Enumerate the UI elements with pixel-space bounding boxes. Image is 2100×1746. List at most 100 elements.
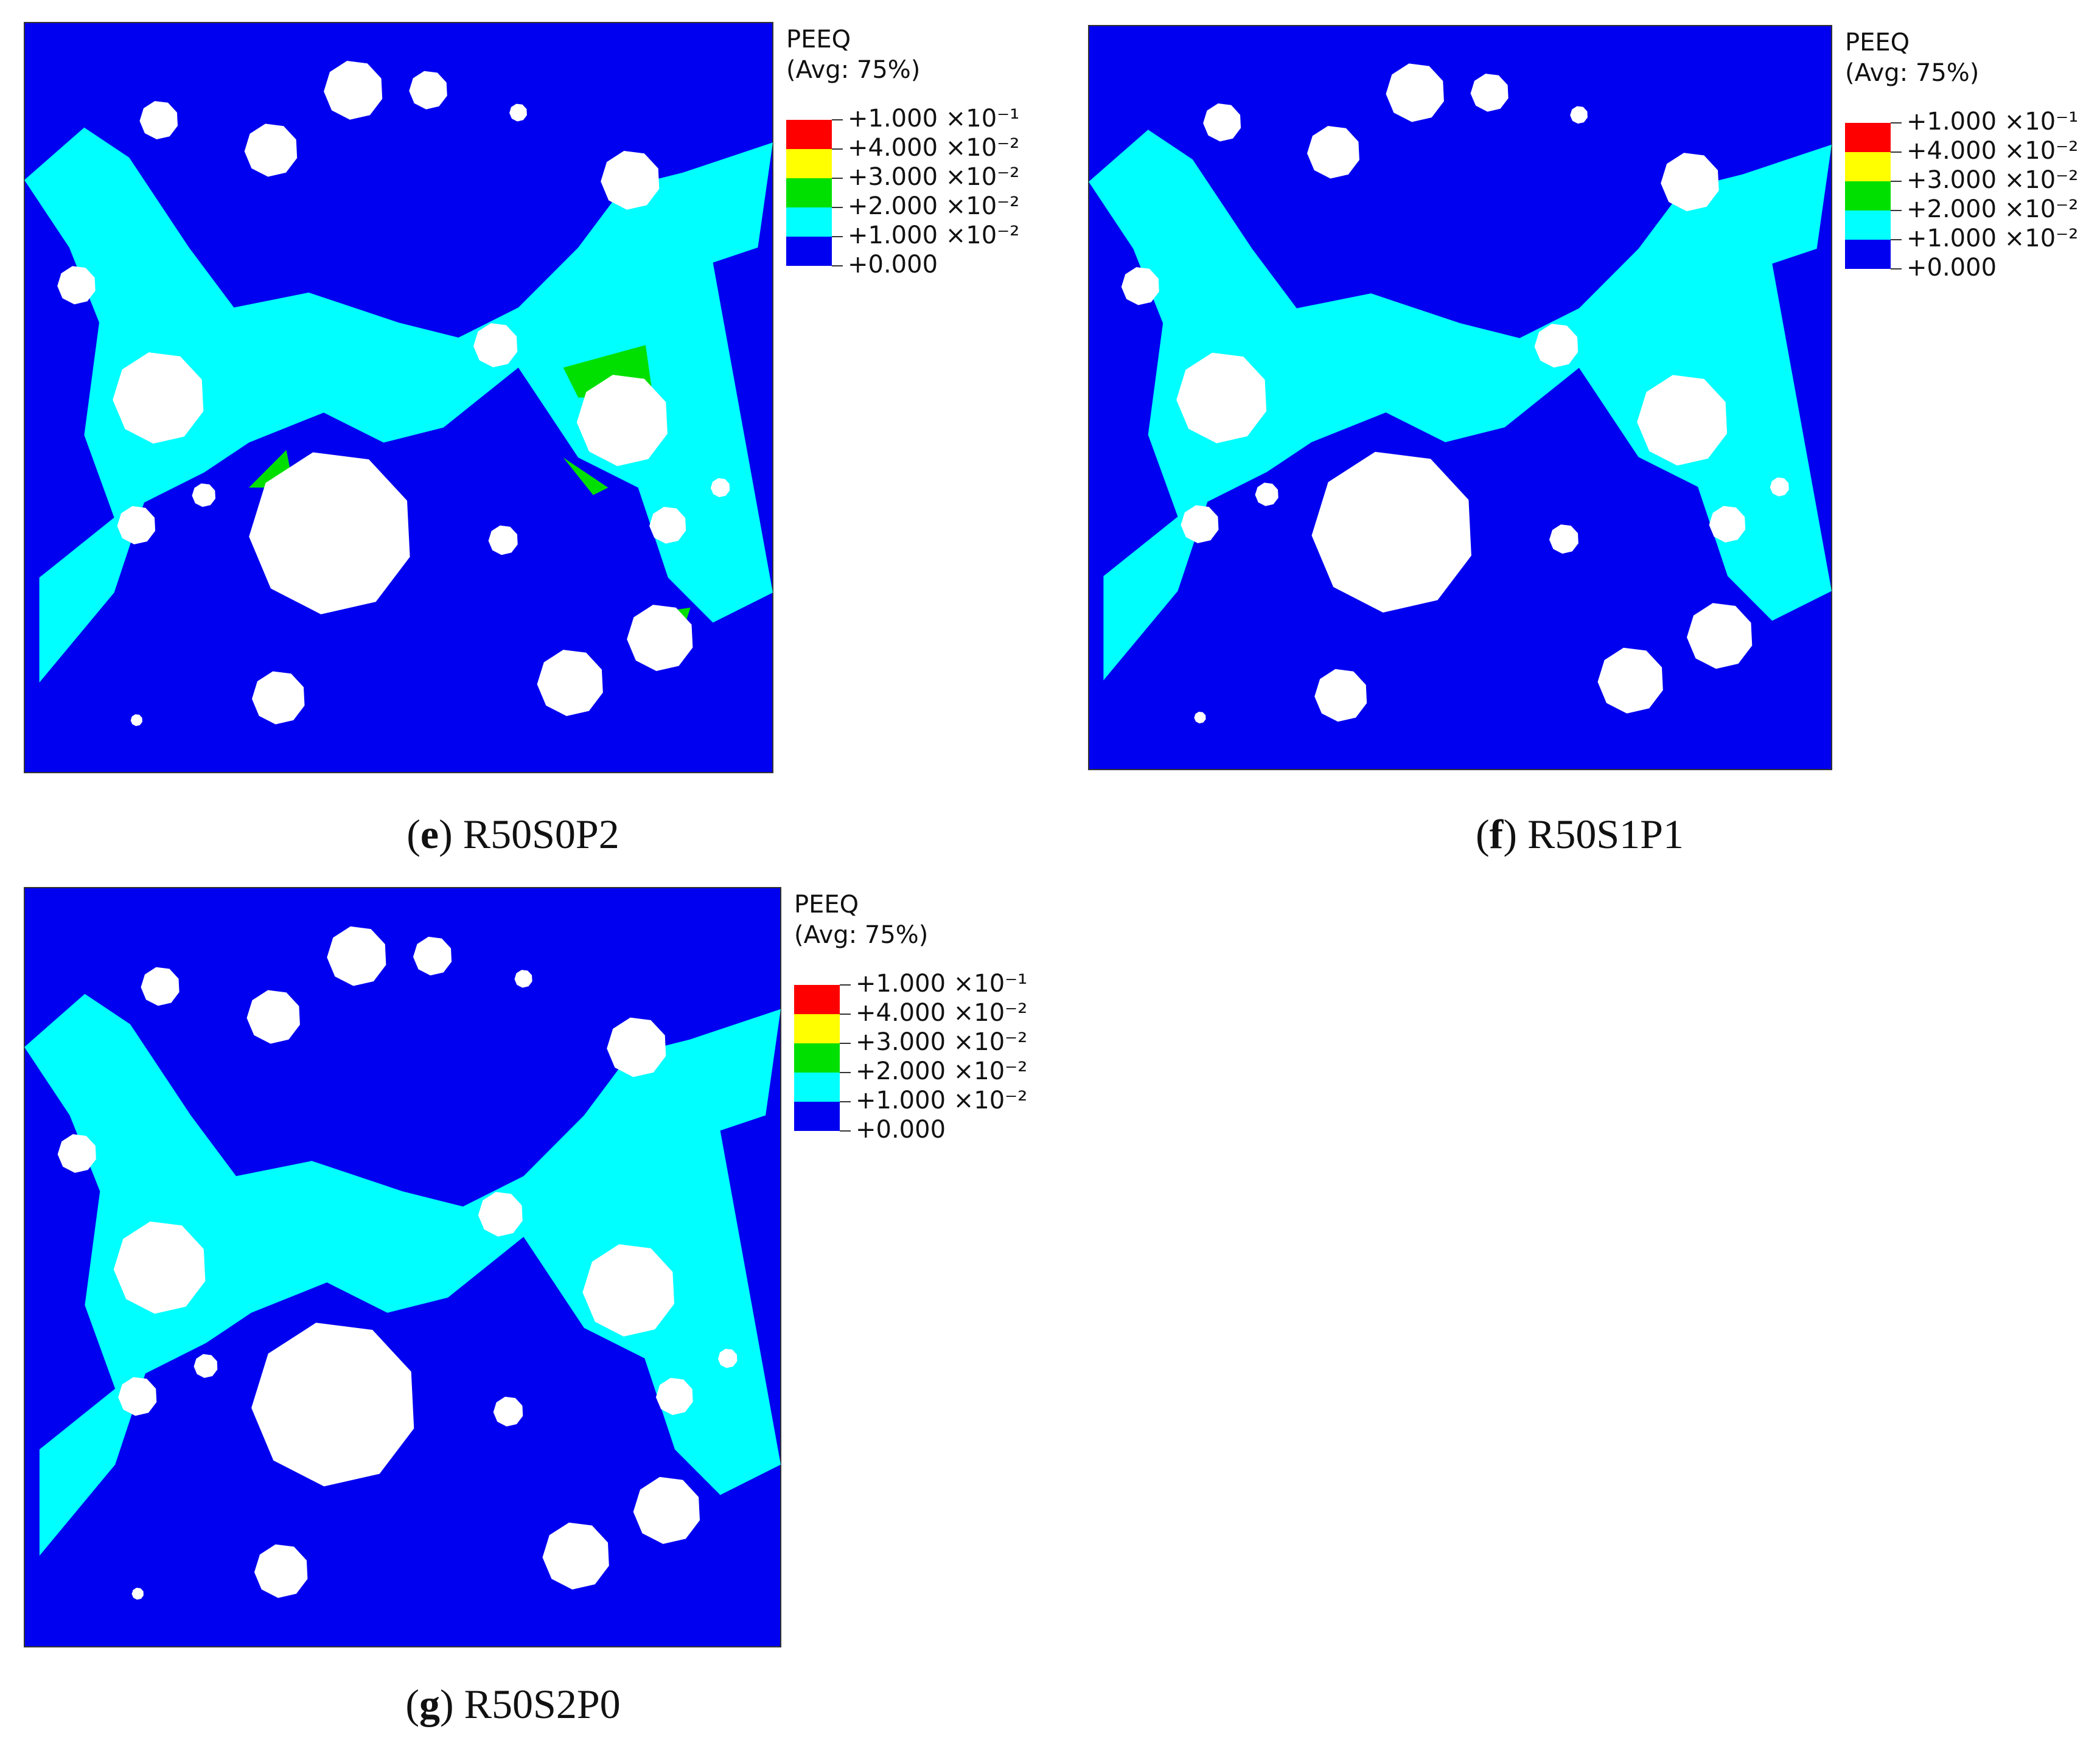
panel: PEEQ(Avg: 75%) +1.000 ×10⁻¹+4.000 ×10⁻²+3… [24,887,1027,1727]
hole [478,1192,523,1237]
legend-swatch [794,985,840,1014]
hole [1534,324,1578,368]
legend-label: +3.000 ×10⁻² [856,1028,1027,1056]
hole [655,1377,693,1415]
hole [1687,603,1753,669]
legend-label: +4.000 ×10⁻² [848,134,1019,162]
legend-label: +0.000 [848,251,938,279]
hole [1203,103,1241,142]
hole [1470,74,1509,112]
hole [1770,477,1789,496]
hole [1314,669,1367,722]
caption: (e) R50S0P2 [406,811,619,857]
panel: PEEQ(Avg: 75%) +1.000 ×10⁻¹+4.000 ×10⁻²+3… [1088,25,2078,857]
hole [710,478,730,498]
contour-band [24,993,781,1556]
hole [1121,267,1159,305]
legend-subtitle: (Avg: 75%) [786,56,920,84]
legend-swatch [1845,210,1891,240]
legend-swatch [1845,181,1891,210]
hole [633,1476,700,1544]
legend-label: +2.000 ×10⁻² [856,1057,1027,1085]
contour-band [24,127,773,683]
hole [1570,106,1588,124]
hole [582,1244,674,1337]
legend-label: +3.000 ×10⁻² [848,163,1019,191]
legend-swatch [786,178,832,207]
hole [254,1544,308,1598]
hole [57,266,96,305]
caption: (f) R50S1P1 [1476,811,1684,857]
hole [409,71,447,110]
caption-text: ) R50S0P2 [439,811,619,857]
hole [537,650,603,716]
hole [327,926,386,986]
contour-band [563,457,609,495]
hole [113,1221,206,1314]
legend-label: +1.000 ×10⁻¹ [1906,108,2078,136]
legend-swatch [786,120,832,149]
hole [194,1354,218,1378]
caption-text: ( [405,1681,419,1727]
legend-label: +1.000 ×10⁻¹ [856,970,1027,998]
legend-label: +1.000 ×10⁻² [848,221,1019,249]
hole [1386,63,1444,122]
caption: (g) R50S2P0 [405,1681,620,1727]
legend-swatch [794,1014,840,1043]
hole [324,61,383,120]
hole [1549,524,1578,554]
hole [473,323,518,367]
hole [192,483,215,507]
hole [131,1587,144,1600]
hole [1181,505,1219,543]
hole [1637,375,1728,466]
hole [1311,451,1471,613]
hole [1307,126,1359,179]
caption-text: ) R50S2P0 [440,1681,621,1727]
legend-title: PEEQ [1845,29,1910,57]
caption-letter: g [419,1681,440,1727]
hole [1661,153,1719,212]
hole [251,1323,414,1487]
hole [118,1377,157,1416]
legend-label: +2.000 ×10⁻² [848,192,1019,220]
legend-label: +1.000 ×10⁻² [1906,224,2078,252]
hole [246,990,300,1044]
hole [1709,506,1746,543]
caption-text: ) R50S1P1 [1503,811,1684,857]
legend-subtitle: (Avg: 75%) [794,921,928,949]
hole [1176,352,1267,443]
legend-label: +3.000 ×10⁻² [1906,166,2078,194]
hole [607,1017,666,1077]
legend-label: +1.000 ×10⁻¹ [848,105,1019,133]
hole [413,936,452,976]
hole [509,103,527,122]
legend-label: +4.000 ×10⁻² [1906,137,2078,165]
caption-text: ( [406,811,420,857]
hole [576,375,668,467]
legend-label: +2.000 ×10⁻² [1906,195,2078,223]
hole [601,151,660,210]
hole [1194,711,1206,724]
hole [649,507,686,544]
hole [141,967,180,1006]
caption-text: ( [1476,811,1490,857]
hole [57,1134,96,1173]
hole [117,506,156,544]
hole [1255,482,1278,506]
hole [488,525,518,555]
legend-swatch [786,149,832,178]
legend-swatch [1845,123,1891,152]
legend-swatch [794,1102,840,1131]
legend-swatch [786,237,832,266]
panel: PEEQ(Avg: 75%) +1.000 ×10⁻¹+4.000 ×10⁻²+3… [24,22,1019,857]
contour-band [1089,130,1832,681]
legend-swatch [794,1043,840,1073]
legend-title: PEEQ [794,891,859,919]
caption-letter: e [420,811,439,857]
hole [1597,647,1663,714]
hole [514,970,532,988]
legend-label: +0.000 [856,1116,946,1144]
hole [717,1349,738,1368]
